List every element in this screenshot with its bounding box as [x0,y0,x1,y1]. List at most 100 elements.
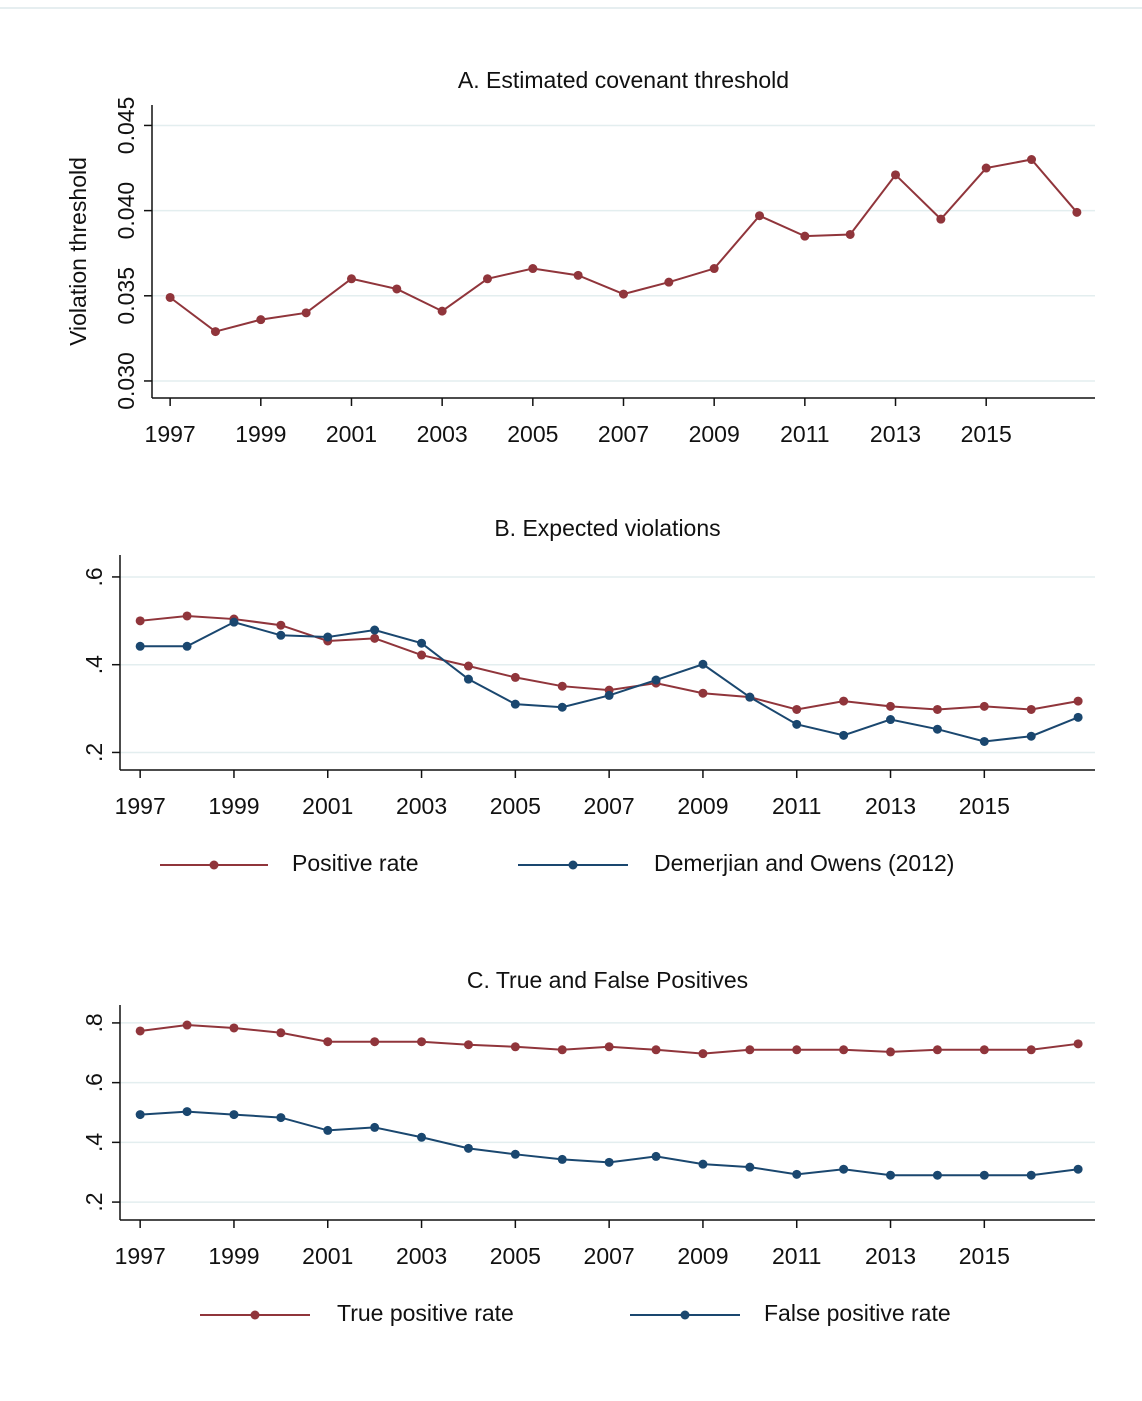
data-point [417,638,427,648]
data-point [839,696,849,706]
data-point [323,1125,333,1135]
data-point [1073,1039,1083,1049]
data-point [651,1151,661,1161]
data-point [1026,1170,1036,1180]
x-tick-label: 1999 [235,421,286,447]
x-tick-label: 2015 [959,1243,1010,1269]
x-tick-label: 2011 [780,421,829,447]
data-point [557,1045,567,1055]
data-point [135,616,145,626]
data-point [370,633,380,643]
x-tick-label: 2011 [772,1243,821,1269]
series-line [169,158,1078,333]
data-point [528,264,538,274]
x-tick-label: 2009 [689,421,740,447]
data-point [891,170,901,180]
legend-marker [209,860,219,870]
data-point [463,674,473,684]
x-tick-label: 2001 [326,421,377,447]
data-point [979,1170,989,1180]
data-point [510,699,520,709]
data-point [1026,731,1036,741]
series-line [140,621,1079,743]
data-point [792,704,802,714]
legend-marker [680,1310,690,1320]
data-point [463,1143,473,1153]
data-point [370,1037,380,1047]
x-tick-label: 2009 [677,1243,728,1269]
y-tick-label: .2 [81,1192,107,1211]
x-tick-label: 2007 [584,793,635,819]
data-point [135,1110,145,1120]
data-point [886,715,896,725]
chart-title: B. Expected violations [494,515,720,541]
x-tick-label: 2015 [959,793,1010,819]
data-point [745,1045,755,1055]
data-point [664,277,674,287]
data-point [276,620,286,630]
y-tick-label: .6 [81,1073,107,1092]
legend-marker [568,860,578,870]
data-point [510,672,520,682]
data-point [370,625,380,635]
data-point [182,611,192,621]
x-tick-label: 2005 [490,793,541,819]
data-point [979,701,989,711]
data-point [182,641,192,651]
data-point [346,274,356,284]
data-point [745,1162,755,1172]
data-point [792,1169,802,1179]
y-tick-label: .8 [81,1013,107,1032]
data-point [323,632,333,642]
data-point [510,1042,520,1052]
data-point [182,1107,192,1117]
data-point [979,1045,989,1055]
data-point [182,1020,192,1030]
x-tick-label: 2001 [302,793,353,819]
x-tick-label: 1997 [115,793,166,819]
data-point [886,701,896,711]
data-point [698,659,708,669]
data-point [276,630,286,640]
x-tick-label: 1997 [115,1243,166,1269]
data-point [981,163,991,173]
y-tick-label: .6 [81,567,107,586]
data-point [698,688,708,698]
data-point [256,315,266,325]
data-point [698,1159,708,1169]
data-point [886,1047,896,1057]
data-point [557,1154,567,1164]
data-point [755,211,765,221]
data-point [932,704,942,714]
x-tick-label: 1997 [145,421,196,447]
legend-label: Positive rate [292,850,419,876]
data-point [557,681,567,691]
data-point [1026,704,1036,714]
data-point [229,1110,239,1120]
x-tick-label: 2007 [598,421,649,447]
data-point [792,1045,802,1055]
data-point [417,1037,427,1047]
y-tick-label: .2 [81,743,107,762]
data-point [323,1037,333,1047]
x-tick-label: 2013 [865,793,916,819]
data-point [229,617,239,627]
x-tick-label: 2003 [417,421,468,447]
data-point [1027,155,1037,165]
data-point [135,1026,145,1036]
x-tick-label: 1999 [208,793,259,819]
data-point [800,231,810,241]
x-tick-label: 2003 [396,1243,447,1269]
x-tick-label: 2015 [961,421,1012,447]
data-point [276,1028,286,1038]
data-point [839,1164,849,1174]
data-point [619,289,628,299]
data-point [1072,207,1082,217]
data-point [417,1132,427,1142]
data-point [932,1045,942,1055]
y-tick-label: 0.040 [113,182,139,240]
data-point [1073,1164,1083,1174]
data-point [651,675,661,685]
legend-label: False positive rate [764,1300,951,1326]
